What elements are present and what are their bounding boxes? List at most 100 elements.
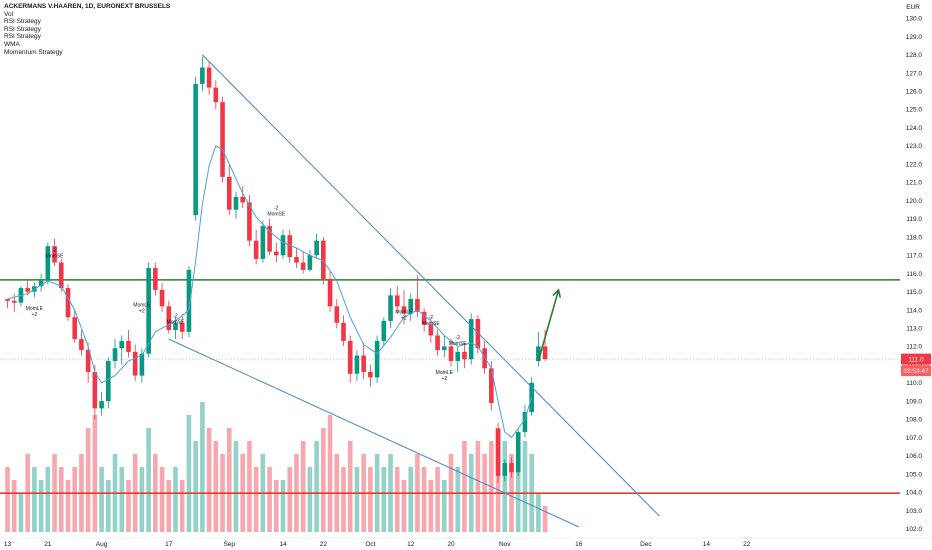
strategy-marker: MomLE+2 bbox=[395, 310, 413, 322]
last-price-tag bbox=[901, 353, 931, 365]
candle-body bbox=[529, 382, 534, 413]
y-tick-label: 107.0 bbox=[906, 435, 923, 442]
candle-body bbox=[5, 299, 10, 301]
x-tick-label: Dec bbox=[640, 541, 652, 548]
candle bbox=[529, 377, 534, 416]
x-tick-label: 17 bbox=[165, 541, 173, 548]
last-price-text: 111.0 bbox=[908, 356, 924, 363]
strategy-label: MomLE bbox=[395, 310, 413, 316]
upper-trendline bbox=[202, 54, 660, 517]
volume-bar bbox=[381, 467, 387, 532]
volume-bar bbox=[442, 480, 447, 532]
volume-bar bbox=[394, 467, 400, 532]
indicator-wma[interactable]: WMA bbox=[4, 40, 20, 48]
volume-bar bbox=[321, 428, 326, 532]
strategy-label: MomLE bbox=[26, 306, 44, 312]
volume-bar bbox=[267, 467, 272, 532]
candle-body bbox=[274, 251, 279, 256]
indicator-rsi-1[interactable]: RSI Strategy bbox=[4, 18, 41, 26]
candle bbox=[361, 342, 366, 380]
y-tick-label: 122.0 bbox=[906, 161, 923, 168]
candle bbox=[79, 330, 84, 356]
x-tick-label: Aug bbox=[96, 541, 108, 548]
candle bbox=[146, 262, 151, 358]
candle-body bbox=[468, 319, 474, 360]
strategy-label: -2 bbox=[274, 206, 279, 212]
volume-bar bbox=[58, 467, 64, 532]
candle-body bbox=[85, 350, 91, 372]
candle-body bbox=[542, 346, 548, 360]
candle bbox=[226, 164, 232, 216]
candle bbox=[233, 191, 239, 219]
y-tick-label: 112.0 bbox=[906, 344, 922, 351]
candle bbox=[381, 317, 387, 347]
candle-body bbox=[347, 340, 353, 374]
strategy-label: MomSE bbox=[46, 254, 64, 260]
candle-body bbox=[267, 226, 272, 252]
volume-bar bbox=[408, 467, 413, 532]
volume-bar bbox=[435, 467, 440, 532]
currency-label: EUR bbox=[906, 4, 920, 11]
candle-body bbox=[206, 67, 212, 88]
candle bbox=[267, 218, 272, 256]
candle bbox=[5, 299, 10, 309]
indicator-momentum[interactable]: Momentum Strategy bbox=[4, 48, 63, 56]
volume-bar bbox=[72, 467, 77, 532]
indicator-rsi-3[interactable]: RSI Strategy bbox=[4, 33, 41, 41]
y-tick-label: 114.0 bbox=[906, 307, 922, 314]
indicator-rsi-2[interactable]: RSI Strategy bbox=[4, 25, 41, 33]
candle-body bbox=[220, 102, 225, 177]
x-tick-label: 21 bbox=[44, 541, 52, 548]
candle-body bbox=[179, 322, 185, 332]
candle bbox=[368, 364, 373, 387]
candle-body bbox=[173, 322, 178, 331]
volume-bar bbox=[274, 480, 279, 532]
strategy-label: MomSE bbox=[167, 319, 185, 325]
volume-bar bbox=[173, 467, 178, 532]
volume-bar bbox=[146, 428, 151, 532]
volume-bar bbox=[200, 402, 205, 532]
volume-bar bbox=[139, 467, 145, 532]
axes-layer: 102.0 103.0 104.0 105.0 106.0 107.0 108.0 109.0… bbox=[0, 16, 932, 548]
candle bbox=[220, 96, 225, 183]
candle-body bbox=[166, 306, 172, 331]
candle-body bbox=[415, 299, 420, 312]
volume-bar bbox=[368, 467, 373, 532]
candle bbox=[468, 313, 474, 365]
candle-body bbox=[65, 288, 71, 318]
candle bbox=[274, 242, 279, 263]
y-tick-label: 106.0 bbox=[906, 453, 923, 460]
candle-body bbox=[381, 320, 387, 341]
candle bbox=[247, 195, 252, 247]
candle bbox=[401, 289, 407, 325]
candle-body bbox=[52, 246, 57, 263]
candle bbox=[495, 422, 501, 484]
candle bbox=[287, 229, 293, 263]
candle-body bbox=[11, 300, 17, 303]
candle-body bbox=[240, 196, 245, 203]
volume-bar bbox=[85, 428, 91, 532]
candle bbox=[25, 280, 30, 296]
strategy-label: -2 bbox=[429, 315, 434, 321]
candle-body bbox=[106, 361, 111, 402]
x-tick-label: Nov bbox=[499, 541, 511, 548]
candle bbox=[92, 364, 98, 420]
x-tick-label: 12 bbox=[407, 541, 415, 548]
candle-body bbox=[126, 340, 131, 352]
volume-bar bbox=[347, 441, 353, 532]
strategy-label: -2 bbox=[52, 248, 57, 254]
candle bbox=[119, 335, 125, 365]
volume-bar bbox=[307, 467, 313, 532]
y-tick-label: 121.0 bbox=[906, 180, 923, 187]
volume-bar bbox=[226, 428, 232, 532]
candle-body bbox=[294, 257, 299, 263]
y-tick-label: 128.0 bbox=[906, 52, 923, 59]
candle-body bbox=[45, 246, 51, 281]
candle bbox=[206, 62, 212, 95]
indicator-vol[interactable]: Vol bbox=[4, 10, 14, 18]
candle bbox=[341, 315, 346, 347]
volume-bar bbox=[462, 441, 467, 532]
candle bbox=[72, 309, 77, 343]
